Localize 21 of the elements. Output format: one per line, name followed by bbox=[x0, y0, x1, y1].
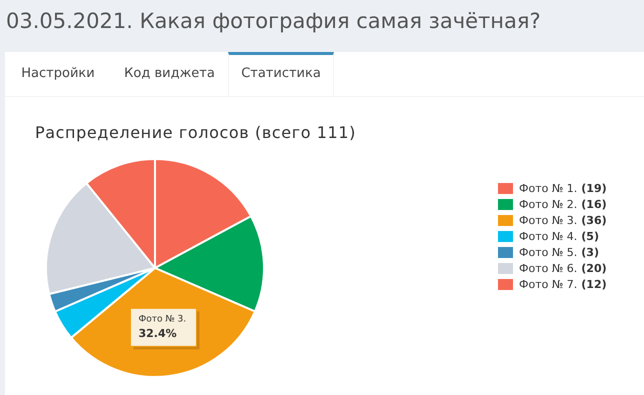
text: Настройки bbox=[20, 65, 96, 83]
legend-label: Фото № 2. bbox=[519, 198, 578, 210]
legend-label: Фото № 1. bbox=[519, 182, 578, 194]
legend-label: Фото № 7. bbox=[519, 278, 578, 290]
data-label: (19) bbox=[581, 182, 607, 194]
legend-label: Фото № 4. bbox=[519, 230, 578, 242]
data-label: (20) bbox=[581, 262, 607, 274]
legend-label: Фото № 3. bbox=[519, 214, 578, 226]
text: 32.4% bbox=[138, 327, 177, 340]
data-label: (16) bbox=[581, 198, 607, 210]
chart-subtitle: Распределение голосов (всего 111) bbox=[35, 123, 356, 142]
legend-label: Фото № 6. bbox=[519, 262, 578, 274]
data-label: (12) bbox=[581, 278, 607, 290]
text: Фото № 3. bbox=[138, 314, 186, 325]
data-label: (5) bbox=[581, 230, 599, 242]
data-label: (3) bbox=[581, 246, 599, 258]
chart-title: 03.05.2021. Какая фотография самая зачётная? bbox=[6, 9, 541, 33]
text: Код виджета bbox=[123, 65, 216, 83]
text: Статистика bbox=[228, 52, 334, 96]
data-label: (36) bbox=[581, 214, 607, 226]
legend-label: Фото № 5. bbox=[519, 246, 578, 258]
